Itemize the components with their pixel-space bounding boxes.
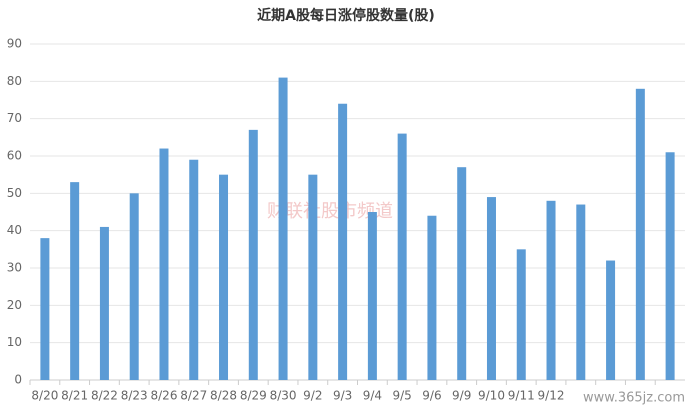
bar: [278, 77, 288, 380]
bar: [486, 197, 496, 380]
y-tick-label: 40: [7, 223, 22, 237]
x-tick-label: 9/6: [422, 389, 441, 403]
bar: [665, 152, 675, 380]
bar: [338, 103, 348, 380]
y-tick-label: 50: [7, 186, 22, 200]
x-tick-label: 9/9: [452, 389, 471, 403]
bar: [70, 182, 80, 380]
y-tick-label: 10: [7, 335, 22, 349]
bar: [457, 167, 467, 380]
bar: [40, 238, 50, 380]
bar: [248, 129, 258, 380]
bar: [189, 159, 199, 380]
bar: [308, 174, 318, 380]
bar: [606, 260, 616, 380]
watermark: www.365jz.com: [583, 391, 685, 406]
watermark: 财联社股市频道: [267, 201, 393, 222]
bar: [427, 215, 437, 380]
y-tick-label: 70: [7, 111, 22, 125]
y-tick-label: 60: [7, 149, 22, 163]
x-tick-label: 9/10: [478, 389, 505, 403]
x-tick-label: 8/29: [240, 389, 267, 403]
bar: [129, 193, 139, 380]
x-tick-label: 8/26: [151, 389, 178, 403]
bar: [546, 200, 556, 380]
bar: [219, 174, 229, 380]
x-tick-label: 8/28: [210, 389, 237, 403]
x-tick-label: 8/20: [31, 389, 58, 403]
x-tick-label: 8/22: [91, 389, 118, 403]
bar: [576, 204, 586, 380]
bar: [99, 226, 109, 380]
y-tick-label: 0: [14, 373, 22, 387]
y-tick-label: 80: [7, 74, 22, 88]
bar: [516, 249, 526, 380]
x-tick-label: 8/23: [121, 389, 148, 403]
y-tick-label: 20: [7, 298, 22, 312]
bar: [367, 212, 377, 380]
x-tick-label: 8/30: [270, 389, 297, 403]
y-tick-label: 90: [7, 37, 22, 51]
bar: [397, 133, 407, 380]
x-tick-label: 9/5: [393, 389, 412, 403]
x-tick-label: 9/12: [538, 389, 565, 403]
x-tick-label: 9/2: [303, 389, 322, 403]
x-tick-label: 9/11: [508, 389, 535, 403]
x-tick-label: 9/3: [333, 389, 352, 403]
x-tick-label: 8/27: [180, 389, 207, 403]
chart-title: 近期A股每日涨停股数量(股): [257, 7, 435, 24]
bar: [159, 148, 169, 380]
bar: [635, 88, 645, 381]
x-tick-label: 8/21: [61, 389, 88, 403]
y-tick-label: 30: [7, 261, 22, 275]
x-tick-label: 9/4: [363, 389, 382, 403]
